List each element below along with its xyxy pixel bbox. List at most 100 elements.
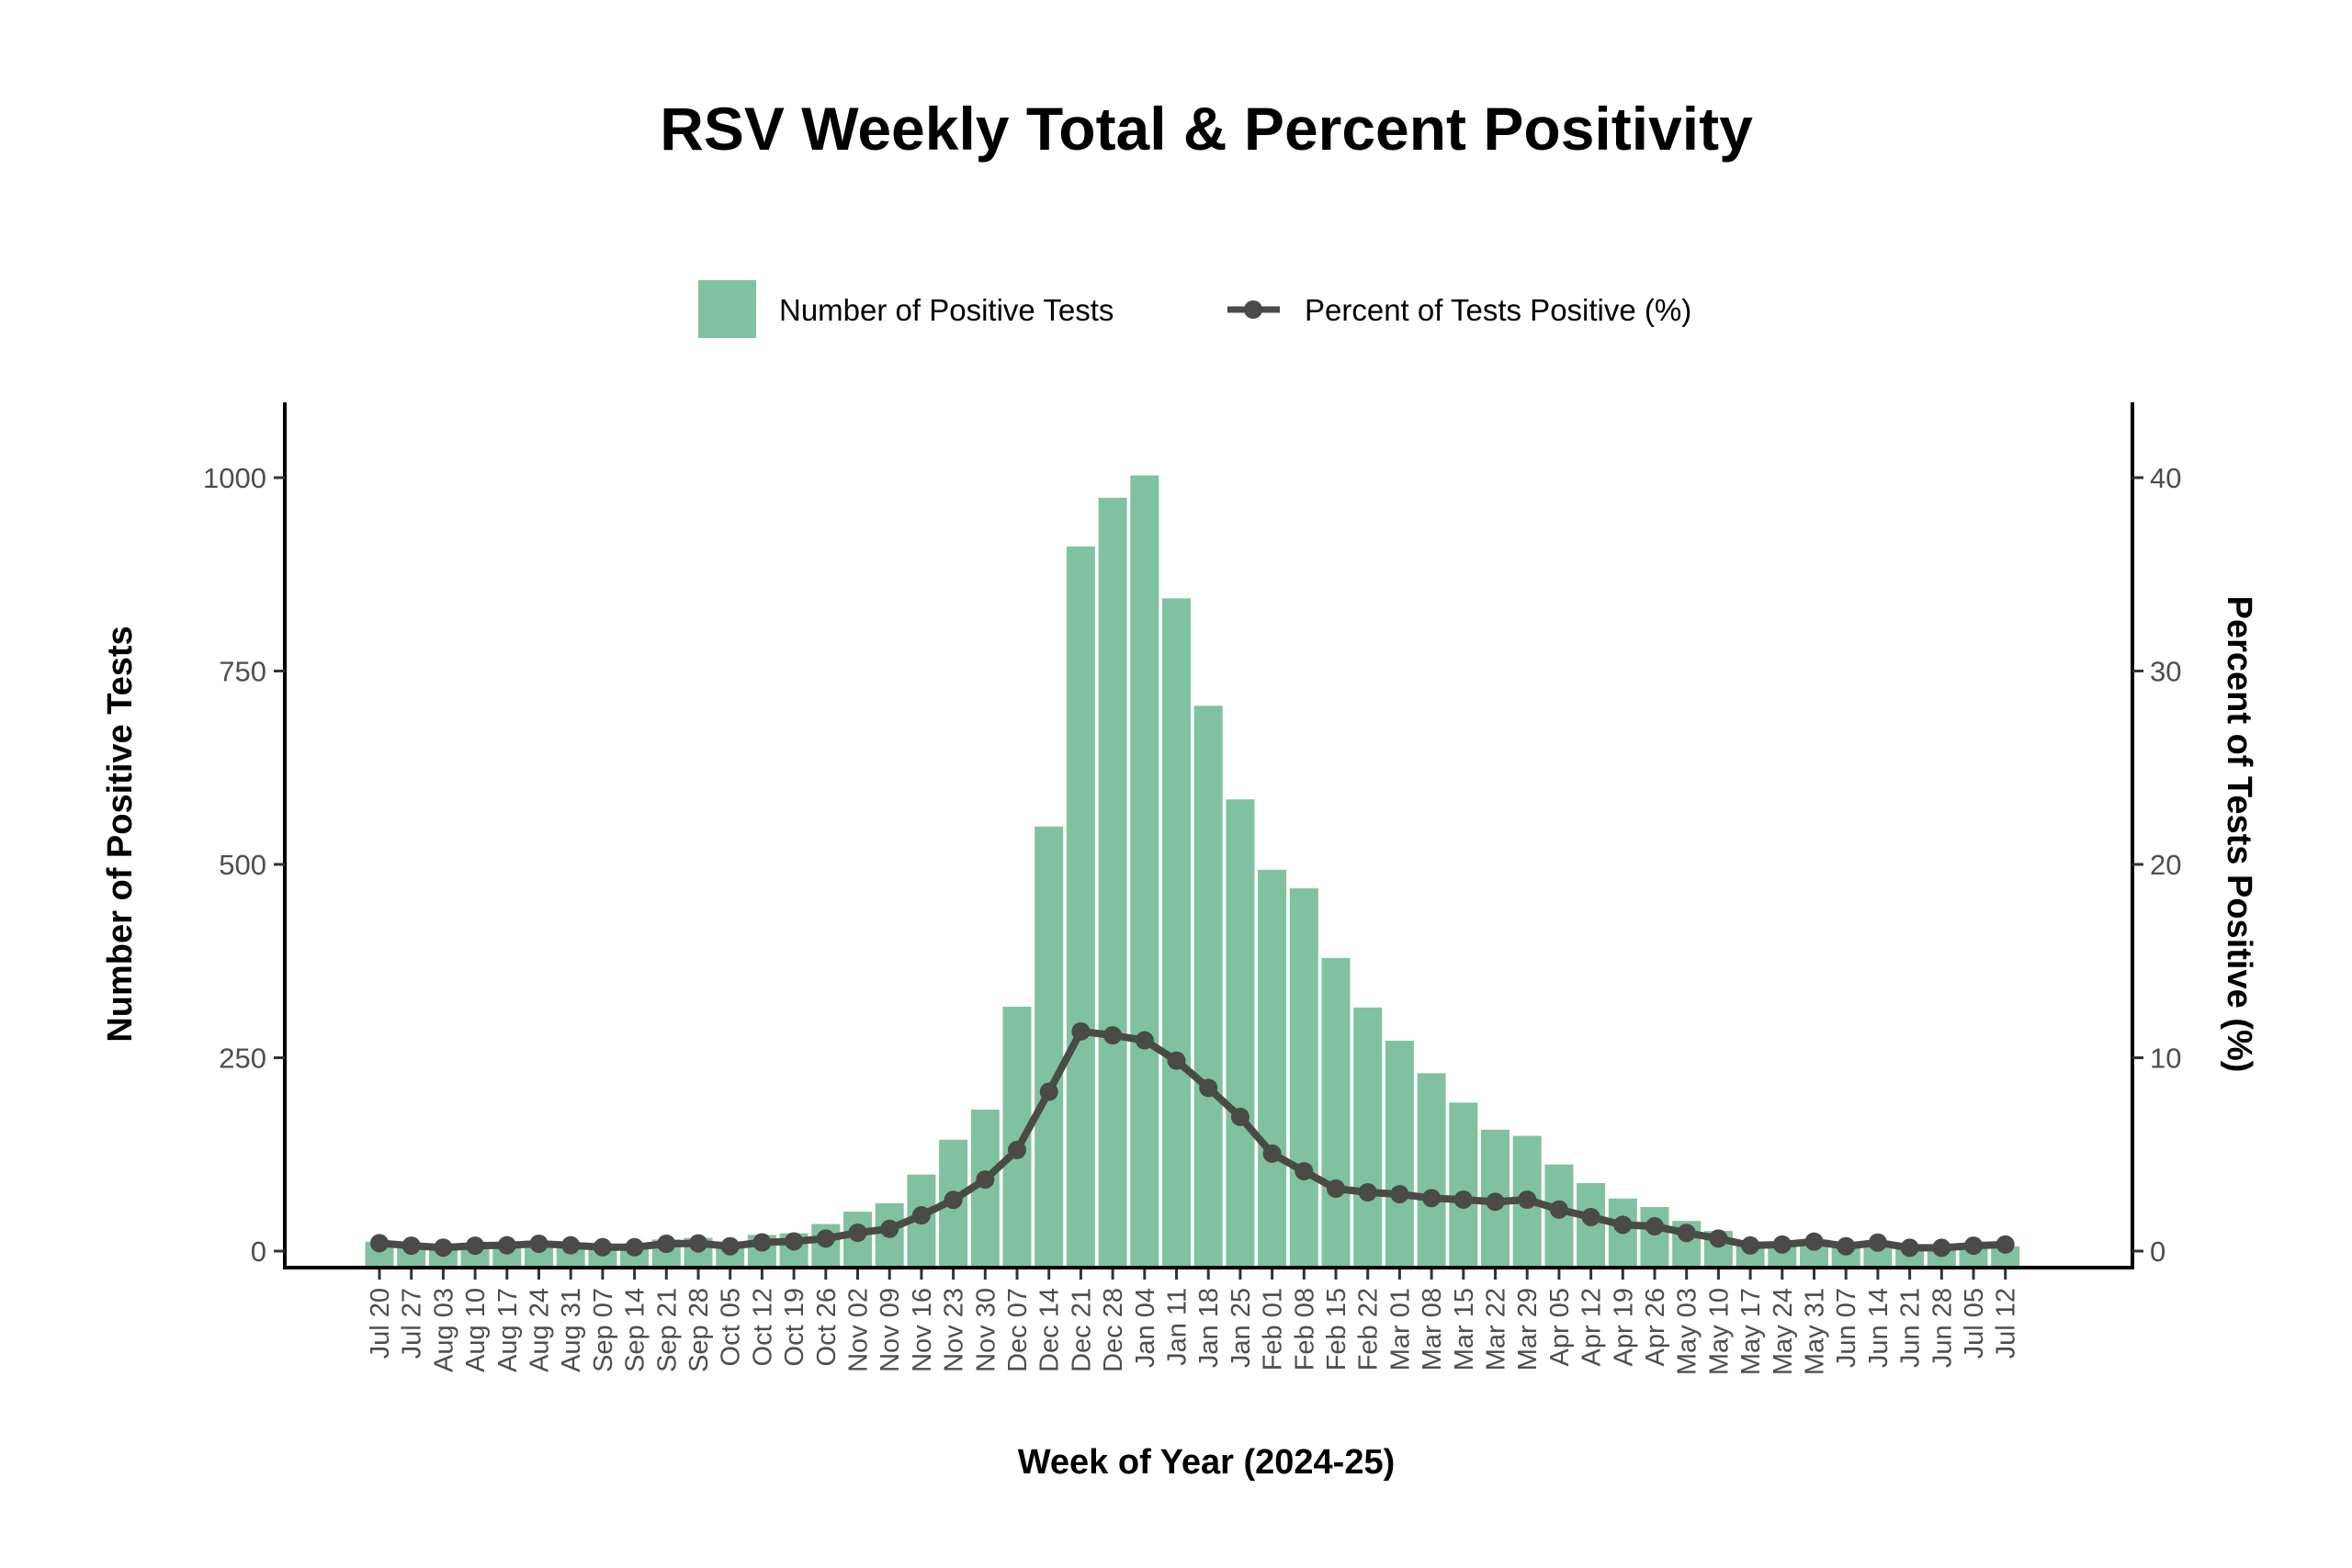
- bar-series: [365, 475, 2020, 1268]
- point-aug-31: [561, 1235, 581, 1255]
- x-tick-label: Jan 25: [1227, 1288, 1256, 1368]
- x-axis-title: Week of Year (2024-25): [1018, 1443, 1396, 1482]
- point-may-31: [1804, 1232, 1824, 1251]
- y2-tick-label: 30: [2150, 656, 2181, 688]
- x-tick-label: Feb 15: [1322, 1288, 1351, 1371]
- x-tick-label: Oct 05: [717, 1288, 746, 1366]
- x-tick-label: Dec 28: [1099, 1288, 1128, 1372]
- x-tick-label: Apr 26: [1641, 1288, 1670, 1366]
- bar-aug-24: [525, 1246, 553, 1268]
- point-jun-28: [1932, 1238, 1951, 1258]
- bar-oct-05: [716, 1247, 745, 1268]
- x-tick-label: Sep 14: [621, 1288, 650, 1372]
- y2-tick-label: 10: [2150, 1043, 2181, 1075]
- bar-mar-08: [1417, 1073, 1446, 1268]
- point-aug-24: [529, 1235, 548, 1254]
- point-sep-14: [625, 1237, 644, 1257]
- bar-dec-14: [1035, 826, 1064, 1268]
- point-jul-12: [1996, 1235, 2015, 1254]
- point-apr-12: [1581, 1207, 1600, 1226]
- point-sep-28: [689, 1234, 707, 1253]
- point-jan-04: [1135, 1031, 1154, 1050]
- y2-axis-title: Percent of Tests Positive (%): [2220, 596, 2258, 1073]
- legend-label-line: Percent of Tests Positive (%): [1305, 293, 1691, 327]
- bar-mar-15: [1449, 1102, 1478, 1268]
- legend-label-bars: Number of Positive Tests: [779, 293, 1114, 327]
- x-tick-label: May 24: [1769, 1288, 1798, 1375]
- point-feb-22: [1358, 1183, 1377, 1202]
- point-mar-08: [1422, 1189, 1442, 1208]
- x-tick-label: Nov 02: [844, 1288, 874, 1372]
- x-tick-label: Feb 01: [1259, 1288, 1288, 1371]
- x-tick-label: Mar 08: [1418, 1288, 1447, 1371]
- point-jan-18: [1199, 1078, 1218, 1098]
- x-tick-label: Jun 21: [1896, 1288, 1926, 1368]
- point-oct-12: [752, 1233, 772, 1252]
- bar-aug-10: [460, 1247, 490, 1268]
- point-feb-15: [1327, 1179, 1345, 1199]
- x-tick-label: Aug 10: [461, 1288, 491, 1372]
- x-tick-label: Jan 18: [1194, 1288, 1224, 1368]
- bar-apr-26: [1640, 1207, 1669, 1268]
- x-tick-label: Mar 15: [1450, 1288, 1479, 1371]
- point-dec-07: [1008, 1140, 1026, 1159]
- bar-jul-12: [1991, 1246, 2020, 1268]
- y-tick-label: 1000: [203, 462, 266, 494]
- x-tick-label: Apr 05: [1545, 1288, 1575, 1366]
- point-jan-11: [1167, 1051, 1186, 1070]
- bar-feb-15: [1321, 957, 1351, 1268]
- point-may-03: [1677, 1224, 1696, 1243]
- point-jan-25: [1230, 1107, 1250, 1126]
- bar-jun-14: [1863, 1246, 1893, 1268]
- x-tick-label: Aug 17: [493, 1288, 523, 1372]
- x-axis-ticks: Jul 20 Jul 27 Aug 03 Aug 10 Aug 17 Aug 24 Aug …: [366, 1269, 2021, 1375]
- x-tick-label: Apr 19: [1609, 1288, 1638, 1366]
- bar-feb-08: [1289, 888, 1318, 1268]
- x-tick-label: Nov 09: [876, 1288, 905, 1372]
- y-tick-label: 750: [219, 656, 266, 688]
- point-jul-20: [370, 1234, 389, 1253]
- axes: [283, 402, 2134, 1269]
- x-tick-label: May 17: [1736, 1288, 1766, 1375]
- x-tick-label: Sep 28: [684, 1288, 714, 1372]
- legend: Number of Positive Tests Percent of Test…: [698, 280, 1691, 338]
- point-oct-05: [720, 1236, 740, 1256]
- percent-positive-line: [379, 1027, 2006, 1252]
- y-tick-label: 0: [251, 1235, 266, 1268]
- x-tick-label: Sep 21: [652, 1288, 682, 1372]
- point-nov-30: [976, 1170, 995, 1190]
- legend-bar-swatch: [698, 280, 756, 338]
- x-tick-label: Dec 07: [1003, 1288, 1033, 1372]
- bar-mar-01: [1385, 1040, 1414, 1268]
- y2-tick-label: 40: [2150, 462, 2181, 494]
- x-tick-label: Mar 22: [1482, 1288, 1511, 1371]
- point-jun-21: [1900, 1238, 1919, 1258]
- x-tick-label: Nov 30: [971, 1288, 1001, 1372]
- bar-jan-18: [1193, 705, 1223, 1268]
- bar-sep-07: [588, 1248, 617, 1268]
- x-tick-label: Sep 07: [589, 1288, 618, 1372]
- bar-jan-04: [1130, 475, 1159, 1268]
- y-axis-title: Number of Positive Tests: [101, 626, 140, 1042]
- y-tick-label: 500: [219, 849, 266, 881]
- left-axis-ticks: 0 250 500 750 1000: [203, 462, 285, 1268]
- point-sep-21: [657, 1235, 676, 1254]
- x-tick-label: Nov 16: [908, 1288, 937, 1372]
- x-tick-label: May 10: [1704, 1288, 1734, 1375]
- x-tick-label: May 31: [1801, 1288, 1830, 1375]
- bar-dec-21: [1066, 546, 1095, 1268]
- bar-may-24: [1768, 1246, 1797, 1268]
- point-aug-03: [434, 1238, 453, 1258]
- point-feb-08: [1295, 1162, 1314, 1181]
- right-axis-ticks: 0 10 20 30 40: [2132, 462, 2181, 1268]
- point-apr-19: [1613, 1215, 1633, 1235]
- point-may-10: [1709, 1229, 1728, 1248]
- x-tick-label: Jul 05: [1960, 1288, 1989, 1359]
- x-tick-label: Oct 12: [748, 1288, 777, 1366]
- point-feb-01: [1262, 1144, 1282, 1163]
- x-tick-label: Dec 21: [1067, 1288, 1096, 1372]
- bar-aug-17: [492, 1246, 522, 1268]
- point-dec-28: [1103, 1026, 1123, 1045]
- x-tick-label: Nov 23: [940, 1288, 969, 1372]
